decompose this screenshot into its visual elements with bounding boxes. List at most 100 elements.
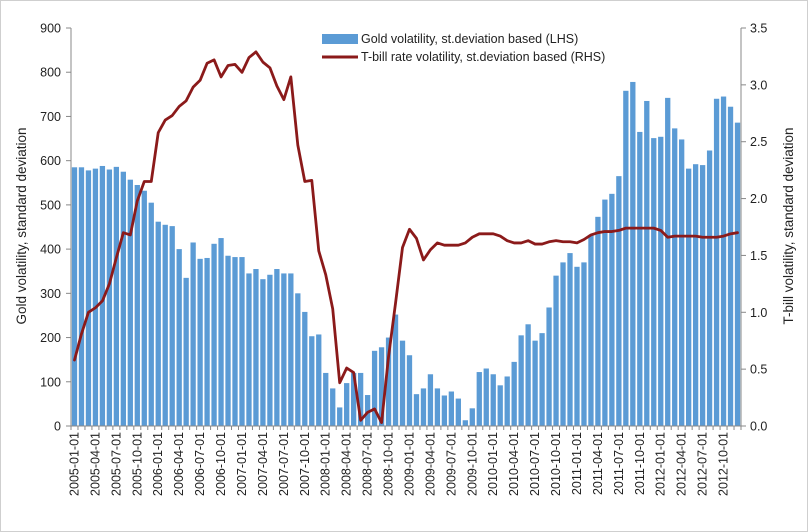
gold-bar bbox=[267, 274, 273, 426]
gold-bar bbox=[511, 361, 517, 426]
gold-bar bbox=[504, 376, 510, 426]
gold-bar bbox=[351, 372, 357, 426]
right-tick-label: 0.5 bbox=[750, 363, 767, 377]
x-tick-label: 2007-01-01 bbox=[235, 432, 249, 496]
right-tick-label: 3.0 bbox=[750, 78, 767, 92]
x-tick-label: 2012-04-01 bbox=[675, 432, 689, 496]
x-tick-label: 2008-01-01 bbox=[319, 432, 333, 496]
x-tick-label: 2011-01-01 bbox=[570, 432, 584, 495]
gold-bar bbox=[253, 269, 259, 426]
gold-bar bbox=[609, 193, 615, 426]
x-tick-label: 2006-07-01 bbox=[193, 432, 207, 496]
gold-bar bbox=[246, 273, 252, 426]
gold-bar bbox=[92, 168, 99, 426]
left-axis-ticks: 0 100 200 300 400 500 600 700 800 900 bbox=[40, 22, 71, 434]
gold-bar bbox=[197, 258, 203, 426]
gold-bar bbox=[239, 257, 245, 426]
gold-bar bbox=[420, 388, 427, 426]
gold-bar bbox=[385, 337, 392, 426]
gold-bar bbox=[162, 224, 168, 426]
gold-bar bbox=[713, 98, 720, 426]
right-tick-label: 2.0 bbox=[750, 192, 767, 206]
gold-bar bbox=[260, 279, 266, 426]
right-tick-label: 0.0 bbox=[750, 420, 767, 434]
gold-bar bbox=[637, 131, 643, 427]
x-tick-label: 2005-04-01 bbox=[88, 432, 102, 496]
x-tick-label: 2012-07-01 bbox=[696, 432, 710, 496]
gold-bar bbox=[567, 253, 573, 426]
gold-volatility-bars bbox=[71, 81, 741, 427]
x-tick-label: 2009-01-01 bbox=[402, 432, 416, 496]
gold-bar bbox=[497, 385, 503, 426]
right-axis-title: T-bill volatility, standard deviation bbox=[781, 127, 796, 324]
left-tick-label: 600 bbox=[40, 154, 61, 168]
gold-bar bbox=[316, 334, 322, 426]
gold-bar bbox=[476, 372, 482, 426]
gold-bar bbox=[630, 81, 636, 426]
gold-bar bbox=[302, 311, 308, 426]
left-tick-label: 200 bbox=[40, 331, 61, 345]
gold-bar bbox=[323, 372, 329, 426]
left-tick-label: 0 bbox=[54, 420, 61, 434]
x-tick-label: 2009-04-01 bbox=[423, 432, 437, 496]
left-tick-label: 900 bbox=[40, 22, 61, 36]
gold-bar bbox=[462, 420, 468, 426]
gold-bar bbox=[106, 169, 113, 426]
gold-bar bbox=[448, 391, 455, 426]
gold-bar bbox=[490, 374, 496, 426]
left-tick-label: 700 bbox=[40, 110, 61, 124]
gold-bar bbox=[113, 166, 120, 427]
gold-bar bbox=[553, 275, 559, 426]
x-tick-label: 2006-10-01 bbox=[214, 432, 228, 496]
gold-bar bbox=[295, 293, 301, 426]
gold-bar bbox=[692, 164, 699, 426]
legend-label-gold: Gold volatility, st.deviation based (LHS… bbox=[361, 32, 578, 46]
x-tick-label: 2008-10-01 bbox=[382, 432, 396, 496]
gold-bar bbox=[120, 171, 126, 426]
x-axis-ticks: 2005-01-01 2005-04-01 2005-07-01 2005-10-01… bbox=[67, 426, 742, 496]
legend: Gold volatility, st.deviation based (LHS… bbox=[322, 32, 605, 64]
gold-bar bbox=[665, 97, 671, 427]
x-tick-label: 2006-04-01 bbox=[172, 432, 186, 496]
gold-bar bbox=[183, 277, 189, 426]
gold-bar bbox=[127, 179, 133, 426]
gold-bar bbox=[218, 238, 224, 426]
gold-bar bbox=[169, 226, 175, 426]
gold-bar bbox=[406, 355, 413, 426]
left-tick-label: 800 bbox=[40, 66, 61, 80]
gold-bar bbox=[78, 167, 85, 427]
gold-bar bbox=[392, 314, 399, 426]
gold-bar bbox=[644, 100, 650, 426]
gold-bar bbox=[727, 106, 734, 426]
left-tick-label: 500 bbox=[40, 198, 61, 212]
x-tick-label: 2010-01-01 bbox=[486, 432, 500, 496]
legend-swatch-gold bbox=[322, 34, 358, 44]
x-tick-label: 2011-10-01 bbox=[633, 432, 647, 495]
x-tick-label: 2009-07-01 bbox=[444, 432, 458, 496]
x-tick-label: 2008-04-01 bbox=[340, 432, 354, 496]
left-tick-label: 400 bbox=[40, 243, 61, 257]
gold-bar bbox=[344, 383, 350, 426]
gold-bar bbox=[455, 398, 461, 426]
gold-bar bbox=[686, 168, 692, 426]
gold-bar bbox=[679, 139, 685, 426]
gold-bar bbox=[441, 395, 448, 426]
right-tick-label: 1.0 bbox=[750, 306, 767, 320]
gold-bar bbox=[560, 262, 566, 426]
tbill-volatility-line bbox=[73, 50, 739, 424]
gold-bar bbox=[190, 242, 196, 426]
gold-bar bbox=[371, 350, 378, 426]
x-tick-label: 2010-07-01 bbox=[528, 432, 542, 496]
gold-bar bbox=[539, 333, 545, 426]
gold-bar bbox=[706, 150, 713, 426]
right-tick-label: 2.5 bbox=[750, 135, 767, 149]
x-tick-label: 2007-04-01 bbox=[256, 432, 270, 496]
gold-bar bbox=[85, 170, 92, 426]
gold-bar bbox=[595, 216, 601, 426]
gold-bar bbox=[357, 372, 364, 426]
gold-bar bbox=[672, 128, 678, 426]
gold-bar bbox=[651, 138, 657, 427]
gold-bar bbox=[399, 340, 406, 426]
x-tick-label: 2005-07-01 bbox=[109, 432, 123, 496]
